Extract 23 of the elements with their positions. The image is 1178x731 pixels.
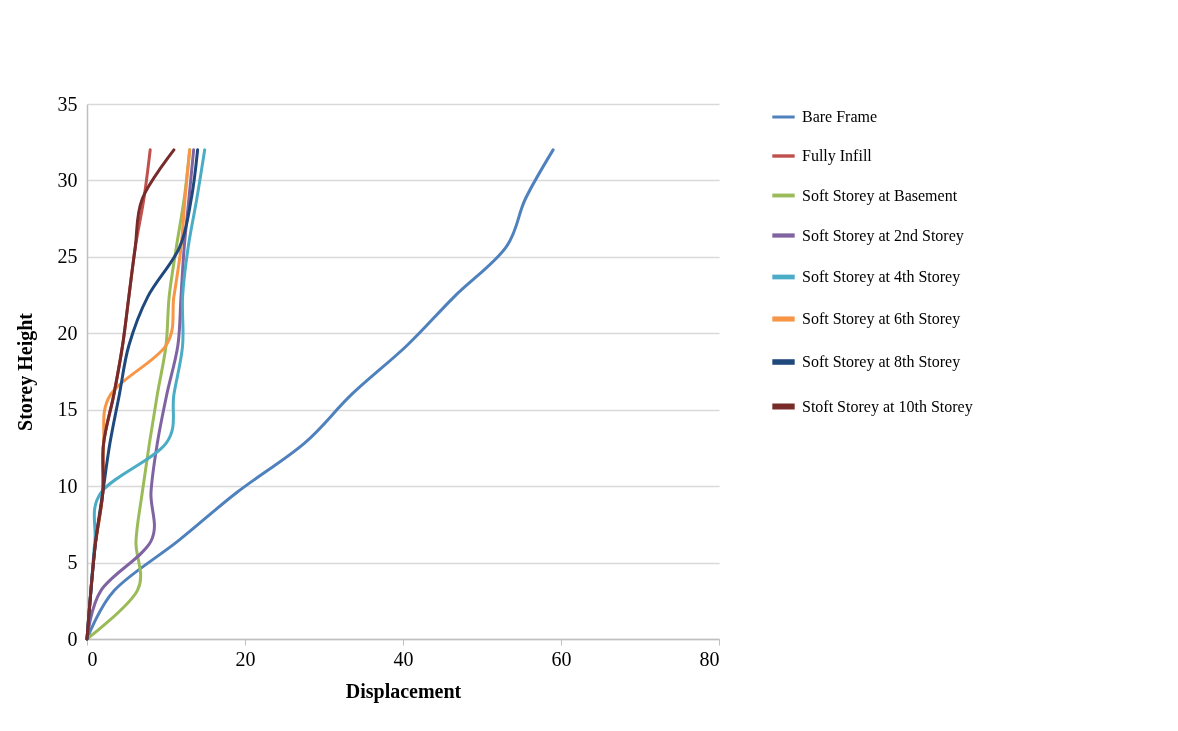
legend-label: Soft Storey at 2nd Storey (802, 226, 964, 245)
y-tick-label: 35 (57, 92, 78, 115)
y-tick-label: 0 (67, 627, 78, 650)
x-axis-title: Displacement (345, 679, 462, 703)
legend-label: Soft Storey at 6th Storey (802, 310, 961, 328)
legend-label: Soft Storey at 8th Storey (802, 353, 961, 371)
x-tick-label: 0 (87, 647, 98, 670)
legend-label: Fully Infill (802, 147, 873, 165)
y-tick-label: 25 (57, 245, 78, 268)
legend-label: Bare Frame (802, 108, 878, 125)
legend-label: Soft Storey at 4th Storey (802, 268, 961, 286)
y-tick-label: 15 (57, 398, 78, 421)
y-tick-label: 30 (57, 168, 78, 191)
x-tick-label: 20 (235, 647, 256, 670)
x-tick-label: 40 (393, 647, 414, 670)
x-tick-label: 80 (699, 647, 720, 670)
y-tick-label: 10 (57, 474, 78, 497)
legend-label: Soft Storey at Basement (802, 186, 958, 205)
legend-label: Stoft Storey at 10th Storey (802, 397, 973, 416)
x-tick-label: 60 (551, 647, 572, 670)
y-tick-label: 5 (67, 551, 78, 574)
y-tick-label: 20 (57, 321, 78, 344)
y-axis-title: Storey Height (13, 312, 37, 431)
